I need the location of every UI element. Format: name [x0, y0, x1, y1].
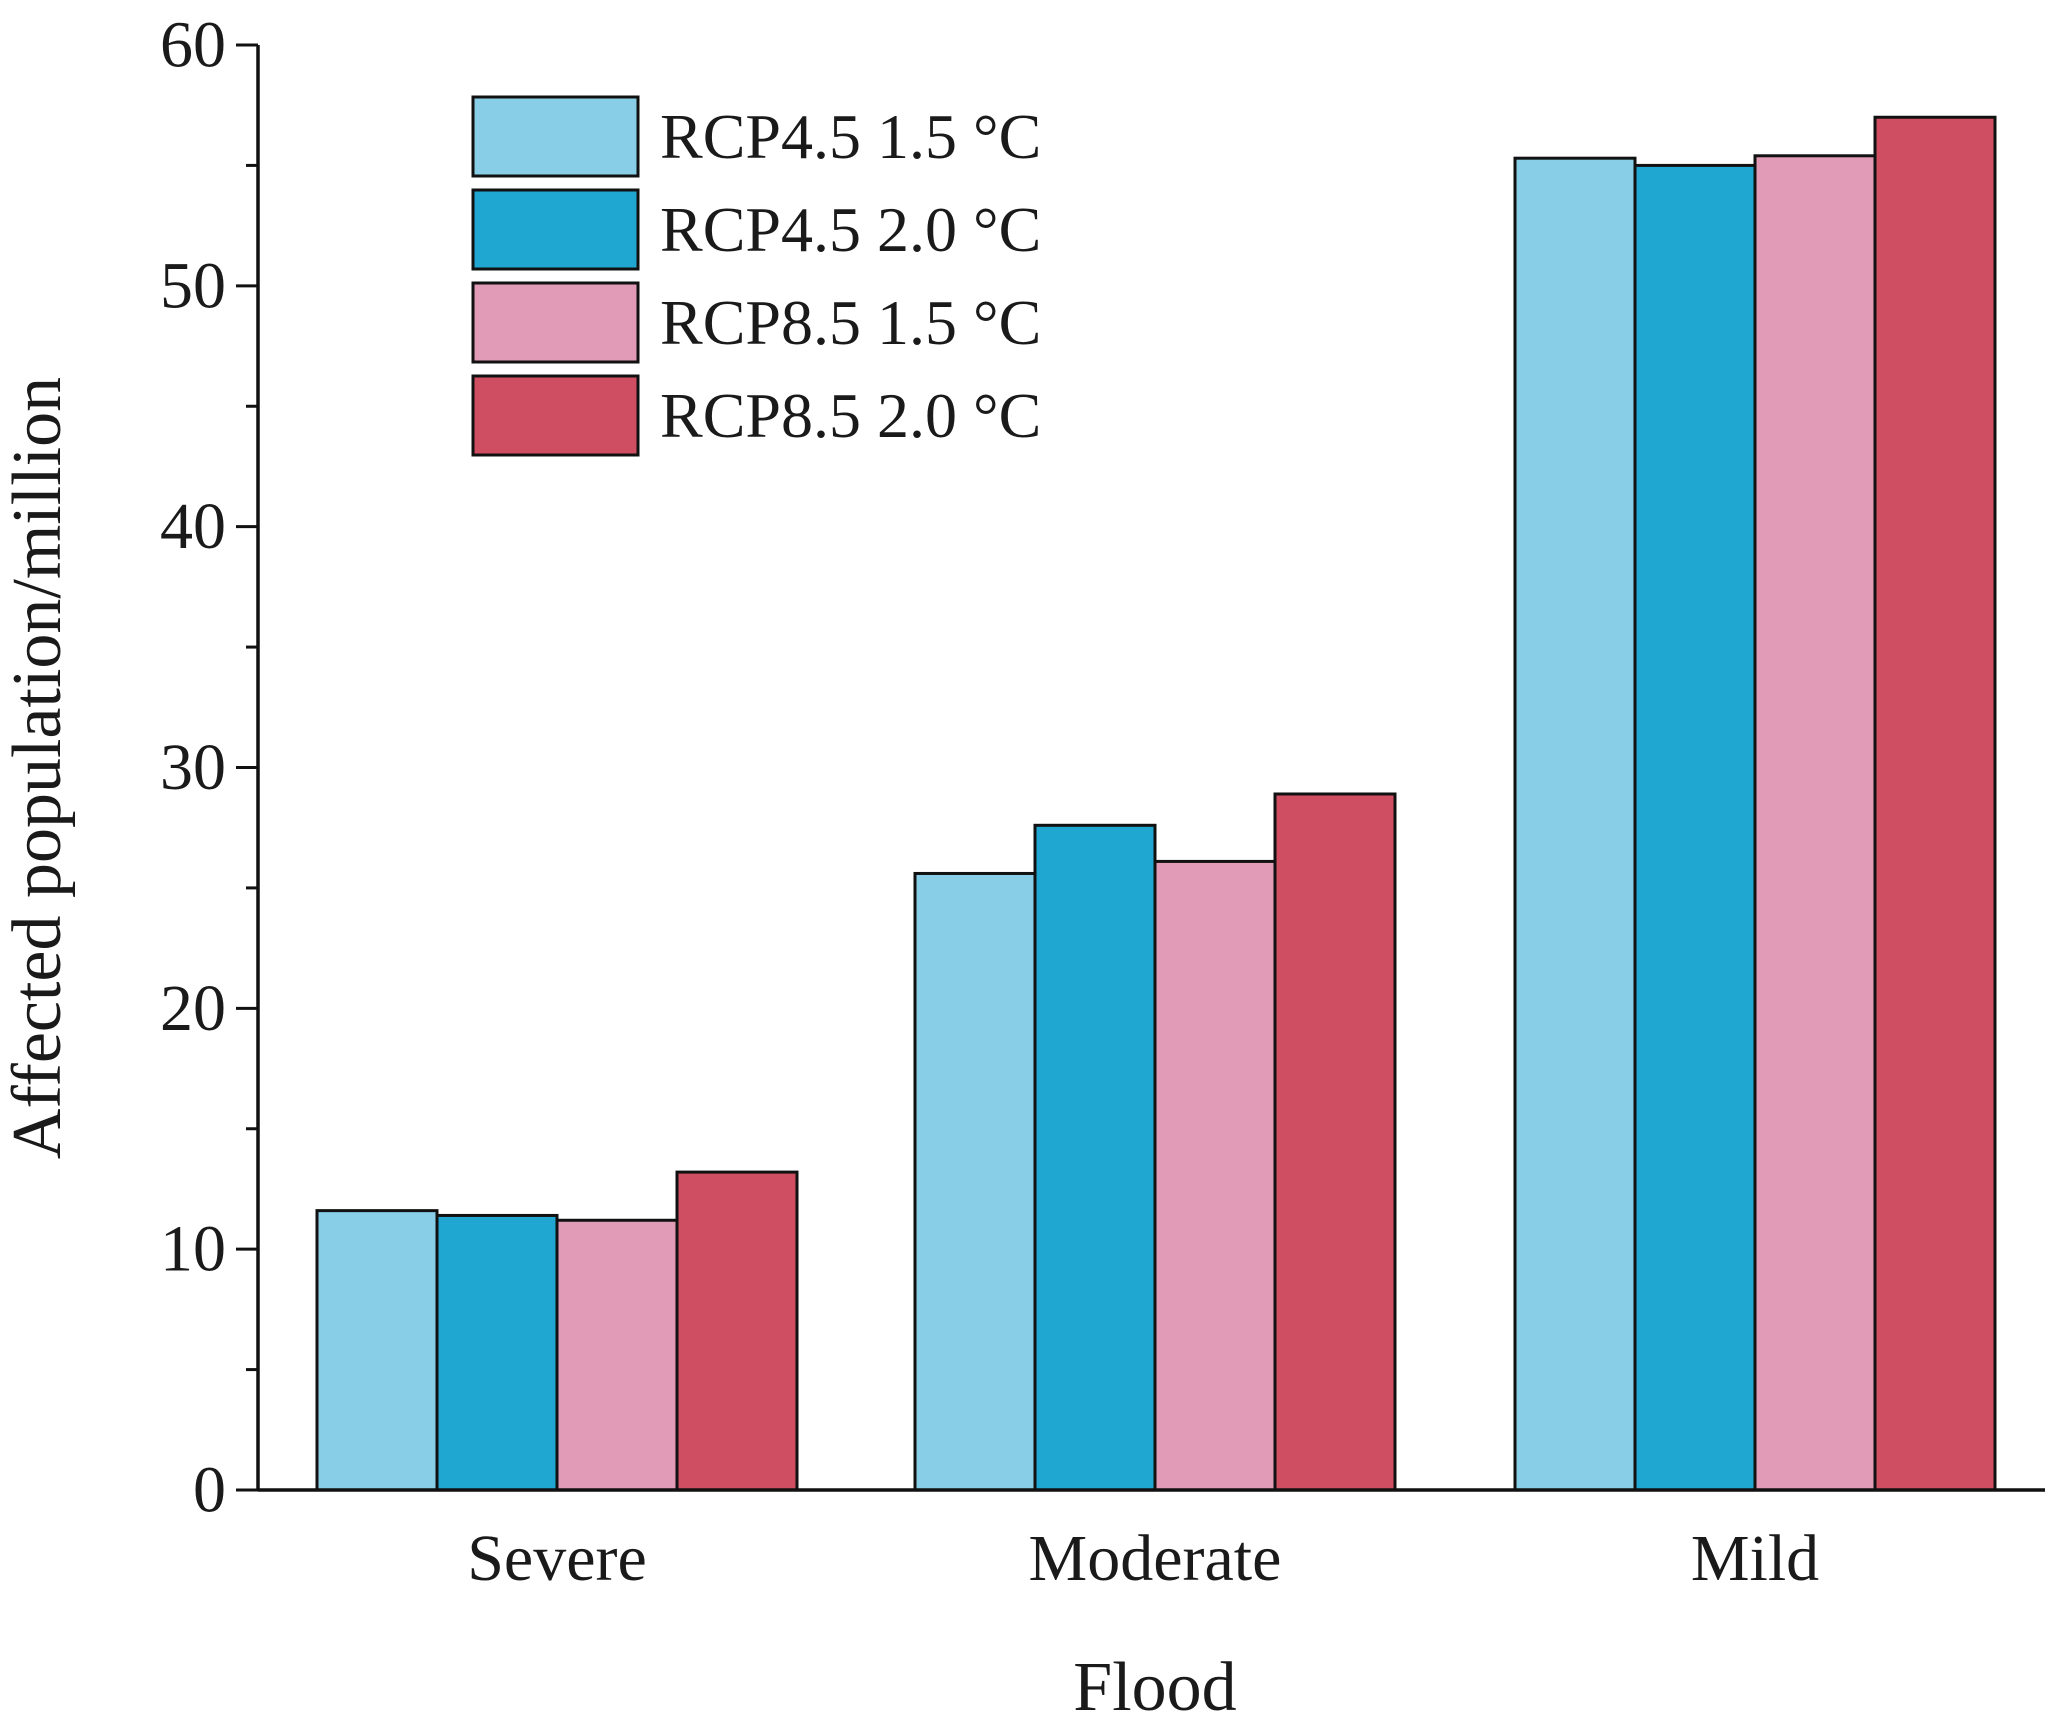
bar-mild-rcp4-5-2-0-c [1633, 163, 1757, 1492]
x-tick-label-severe: Severe [467, 1522, 647, 1595]
bar-severe-rcp4-5-2-0-c [435, 1213, 559, 1492]
legend-swatch-rcp4-5-1-5-c [471, 95, 640, 178]
x-tick-label-mild: Mild [1691, 1522, 1819, 1595]
y-tick-label-30: 30 [160, 731, 226, 804]
bar-mild-rcp8-5-1-5-c [1753, 154, 1877, 1492]
y-tick-label-10: 10 [160, 1213, 226, 1286]
legend-label-rcp4-5-2-0-c: RCP4.5 2.0 °C [660, 194, 1041, 265]
legend-label-rcp8-5-1-5-c: RCP8.5 1.5 °C [660, 287, 1041, 358]
legend-label-rcp8-5-2-0-c: RCP8.5 2.0 °C [660, 380, 1041, 451]
axes-layer [236, 43, 2045, 1492]
y-tick-label-60: 60 [160, 9, 226, 82]
legend-swatch-rcp8-5-1-5-c [471, 281, 640, 364]
x-axis-title: Flood [1073, 1649, 1236, 1724]
x-tick-label-moderate: Moderate [1029, 1522, 1282, 1595]
legend-swatch-rcp8-5-2-0-c [471, 374, 640, 457]
y-axis-title: Affected population/million [0, 377, 76, 1159]
legend: RCP4.5 1.5 °C RCP4.5 2.0 °C RCP8.5 1.5 °C R… [471, 95, 1041, 457]
bar-mild-rcp4-5-1-5-c [1513, 156, 1637, 1492]
y-tick-label-20: 20 [160, 972, 226, 1045]
y-tick-label-40: 40 [160, 490, 226, 563]
bar-severe-rcp4-5-1-5-c [315, 1209, 439, 1492]
legend-swatch-rcp4-5-2-0-c [471, 188, 640, 271]
bar-moderate-rcp8-5-2-0-c [1273, 792, 1397, 1492]
bar-severe-rcp8-5-2-0-c [675, 1170, 799, 1492]
bars-layer [315, 115, 1997, 1492]
labels-layer: 0 10 20 30 40 50 60 Severe Moderate Mild Flood Affe… [0, 9, 1819, 1724]
legend-label-rcp4-5-1-5-c: RCP4.5 1.5 °C [660, 101, 1041, 172]
y-tick-label-0: 0 [193, 1454, 226, 1527]
bar-moderate-rcp8-5-1-5-c [1153, 859, 1277, 1492]
bar-moderate-rcp4-5-1-5-c [913, 871, 1037, 1492]
bar-moderate-rcp4-5-2-0-c [1033, 823, 1157, 1492]
bar-severe-rcp8-5-1-5-c [555, 1218, 679, 1492]
y-tick-label-50: 50 [160, 249, 226, 322]
bar-mild-rcp8-5-2-0-c [1873, 115, 1997, 1492]
